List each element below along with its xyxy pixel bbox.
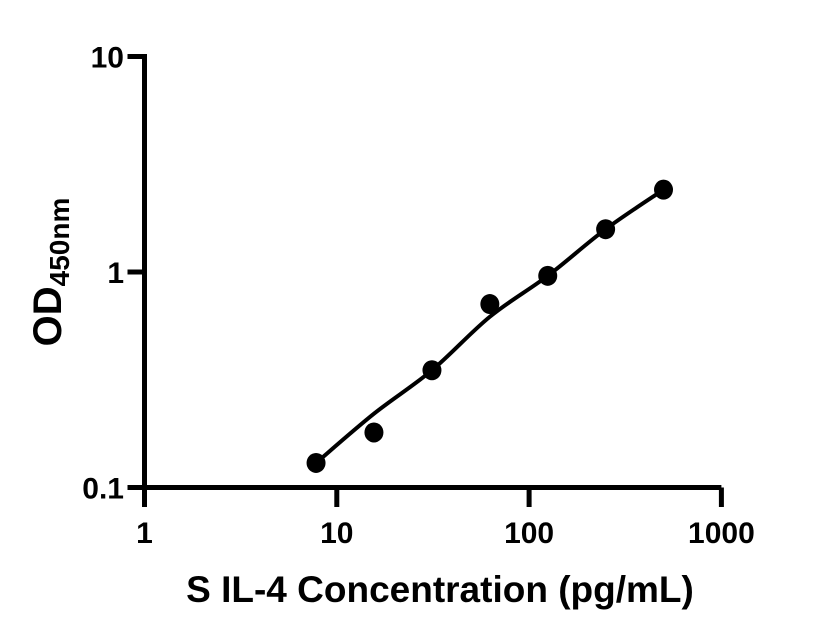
- data-point: [306, 452, 326, 473]
- y-axis-title: OD450nm: [26, 198, 75, 347]
- y-tick-label: 1: [107, 257, 124, 290]
- x-tick-label: 1: [136, 517, 153, 550]
- x-tick-label: 10: [320, 517, 353, 550]
- y-axis-title-subscript: 450nm: [44, 198, 75, 287]
- y-tick-label: 0.1: [82, 473, 124, 506]
- data-point: [422, 360, 442, 381]
- data-point: [364, 422, 384, 443]
- axes-layer: 1 10 100 1000 0.1 1 10: [82, 42, 754, 551]
- x-axis-title: S IL-4 Concentration (pg/mL): [186, 569, 694, 610]
- y-axis-title-main: OD: [26, 286, 70, 346]
- y-tick-label: 10: [91, 42, 124, 75]
- x-tick-label: 1000: [688, 517, 755, 550]
- data-point: [538, 265, 558, 286]
- series-layer: [306, 179, 674, 473]
- x-tick-label: 100: [504, 517, 554, 550]
- data-point: [480, 294, 500, 315]
- data-point: [654, 179, 674, 200]
- data-point: [596, 219, 616, 240]
